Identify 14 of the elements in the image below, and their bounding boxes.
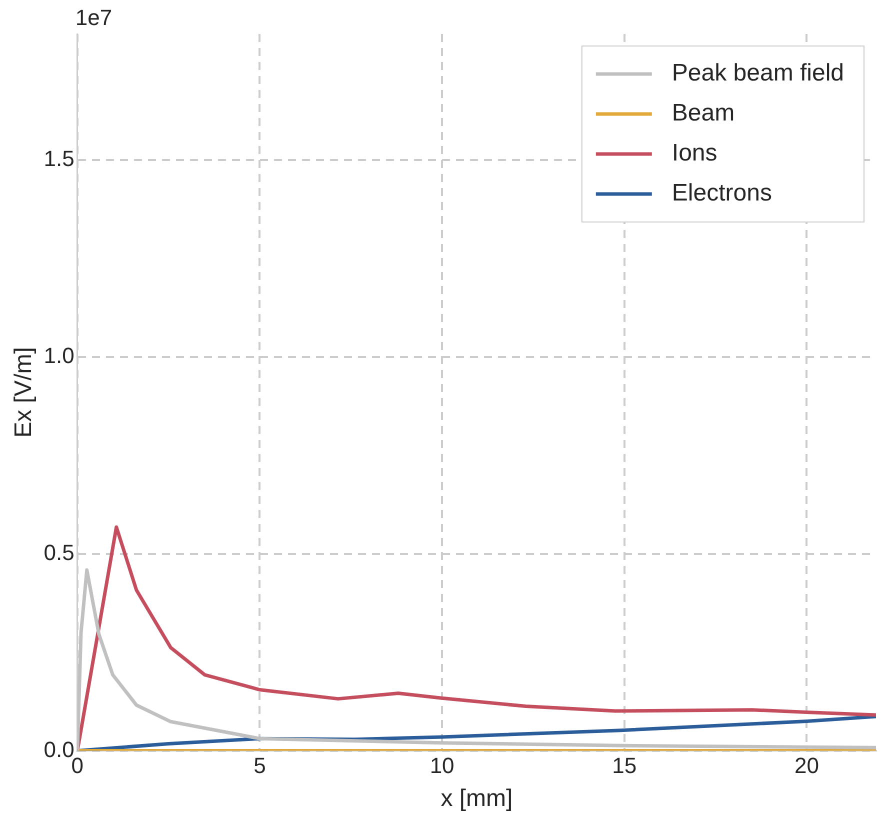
legend-label: Electrons <box>672 180 772 207</box>
x-axis-title: x [mm] <box>440 785 513 812</box>
y-tick-label: 0.5 <box>44 540 74 565</box>
legend-label: Ions <box>672 140 718 167</box>
legend-label: Beam <box>672 100 735 127</box>
legend-label: Peak beam field <box>672 60 844 87</box>
y-axis-title: Ex [V/m] <box>10 347 38 438</box>
y-tick-label: 1.5 <box>44 146 74 172</box>
x-tick-label: 10 <box>430 753 454 778</box>
x-tick-label: 15 <box>612 753 637 778</box>
x-tick-label: 20 <box>794 753 819 778</box>
y-tick-label: 1.0 <box>44 343 74 368</box>
text: 1e7 <box>75 5 112 30</box>
x-tick-label: 5 <box>254 753 266 778</box>
